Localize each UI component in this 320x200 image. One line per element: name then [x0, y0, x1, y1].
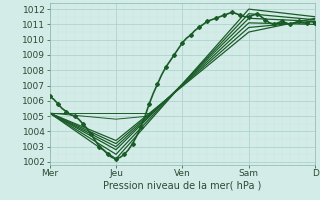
- X-axis label: Pression niveau de la mer( hPa ): Pression niveau de la mer( hPa ): [103, 181, 261, 191]
